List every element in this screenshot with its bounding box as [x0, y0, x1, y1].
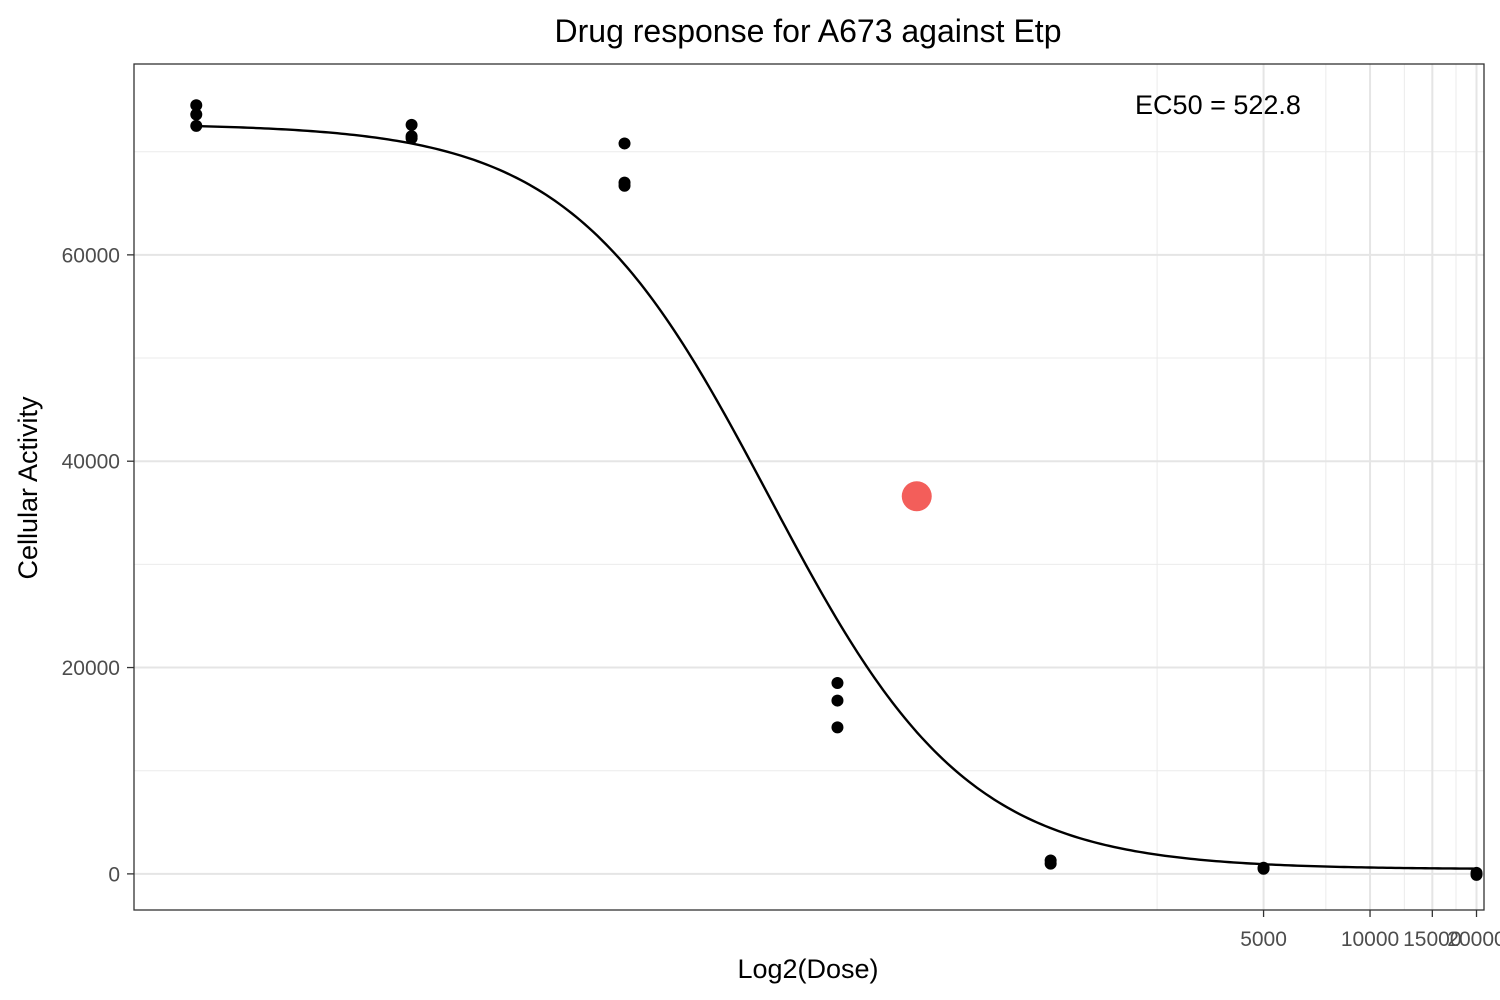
- data-point: [190, 120, 202, 132]
- x-tick-label: 20000: [1447, 928, 1500, 951]
- y-tick-label: 20000: [62, 657, 120, 680]
- x-tick-label: 5000: [1240, 928, 1287, 951]
- data-point: [1471, 869, 1483, 881]
- y-tick-label: 40000: [62, 451, 120, 474]
- data-point: [831, 721, 843, 733]
- x-tick-label: 10000: [1341, 928, 1399, 951]
- ec50-annotation: EC50 = 522.8: [1135, 90, 1301, 120]
- y-axis-ticks: 0 20000 40000 60000: [62, 244, 134, 886]
- y-tick-label: 0: [108, 863, 120, 886]
- data-point: [831, 677, 843, 689]
- plot-background: [134, 64, 1484, 910]
- data-point: [619, 180, 631, 192]
- data-point: [831, 695, 843, 707]
- data-point: [406, 119, 418, 131]
- y-axis-label: Cellular Activity: [13, 396, 43, 580]
- data-point: [1258, 863, 1270, 875]
- ec50-point: [902, 481, 932, 511]
- chart-title: Drug response for A673 against Etp: [555, 13, 1062, 49]
- y-tick-label: 60000: [62, 244, 120, 267]
- x-axis-label: Log2(Dose): [737, 954, 878, 984]
- plot-panel: [134, 64, 1484, 910]
- data-point: [619, 137, 631, 149]
- data-point: [1045, 858, 1057, 870]
- data-point: [406, 132, 418, 144]
- data-point: [190, 109, 202, 121]
